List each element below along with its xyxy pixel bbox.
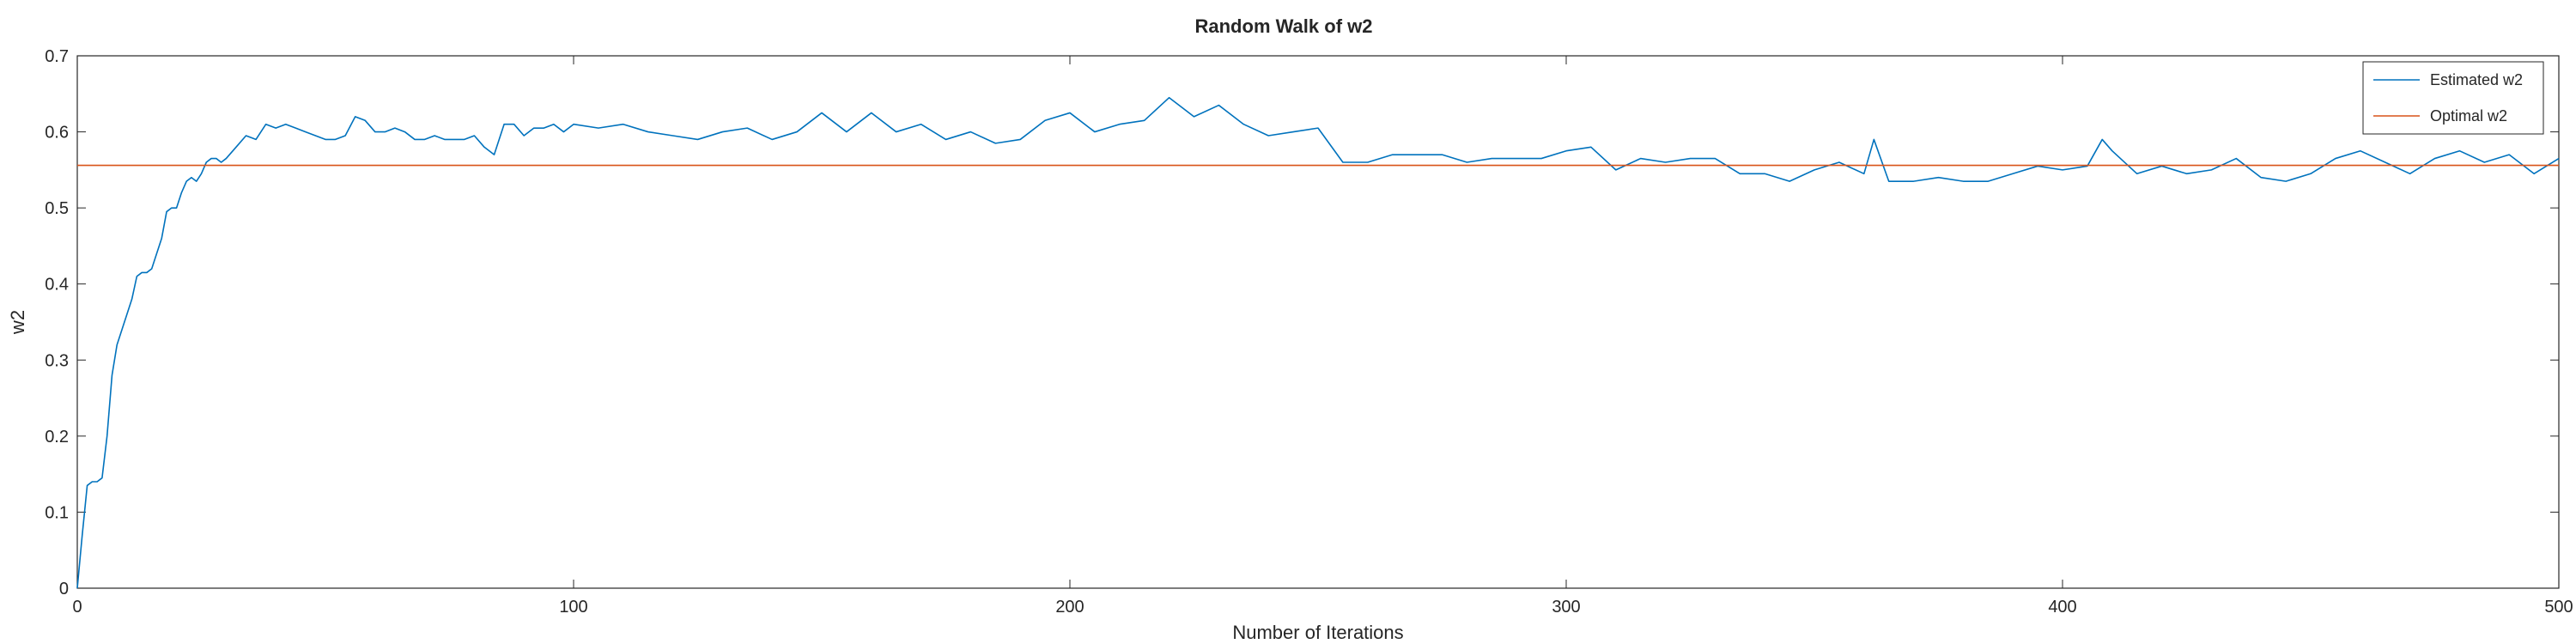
plot-area xyxy=(76,55,2560,589)
y-axis-label: w2 xyxy=(7,310,28,335)
y-tick-label: 0 xyxy=(59,580,69,598)
x-tick-label: 500 xyxy=(2544,598,2573,617)
x-tick-label: 0 xyxy=(72,598,82,617)
x-axis-label: Number of Iterations xyxy=(1232,622,1403,643)
y-tick-label: 0.6 xyxy=(45,124,69,143)
x-tick-label: 100 xyxy=(559,598,587,617)
y-tick-label: 0.7 xyxy=(45,47,69,66)
x-tick-label: 400 xyxy=(2048,598,2076,617)
chart-title: Random Walk of w2 xyxy=(1195,15,1373,37)
y-tick-label: 0.1 xyxy=(45,503,69,522)
x-axis-ticks: 0 100 200 300 400 500 xyxy=(72,56,2573,617)
legend-label-estimated-w2: Estimated w2 xyxy=(2430,71,2523,88)
x-tick-label: 200 xyxy=(1055,598,1084,617)
legend: Estimated w2 Optimal w2 xyxy=(2362,61,2544,135)
y-axis-ticks: 0 0.1 0.2 0.3 0.4 0.5 0.6 0.7 xyxy=(45,47,2559,598)
y-tick-label: 0.2 xyxy=(45,428,69,447)
y-tick-label: 0.4 xyxy=(45,276,69,295)
series-line-estimated-w2 xyxy=(76,96,2560,589)
series-layer xyxy=(76,96,2560,589)
y-tick-label: 0.3 xyxy=(45,351,69,370)
x-tick-label: 300 xyxy=(1552,598,1580,617)
legend-label-optimal-w2: Optimal w2 xyxy=(2430,107,2507,125)
y-tick-label: 0.5 xyxy=(45,199,69,218)
legend-box xyxy=(2362,61,2544,135)
